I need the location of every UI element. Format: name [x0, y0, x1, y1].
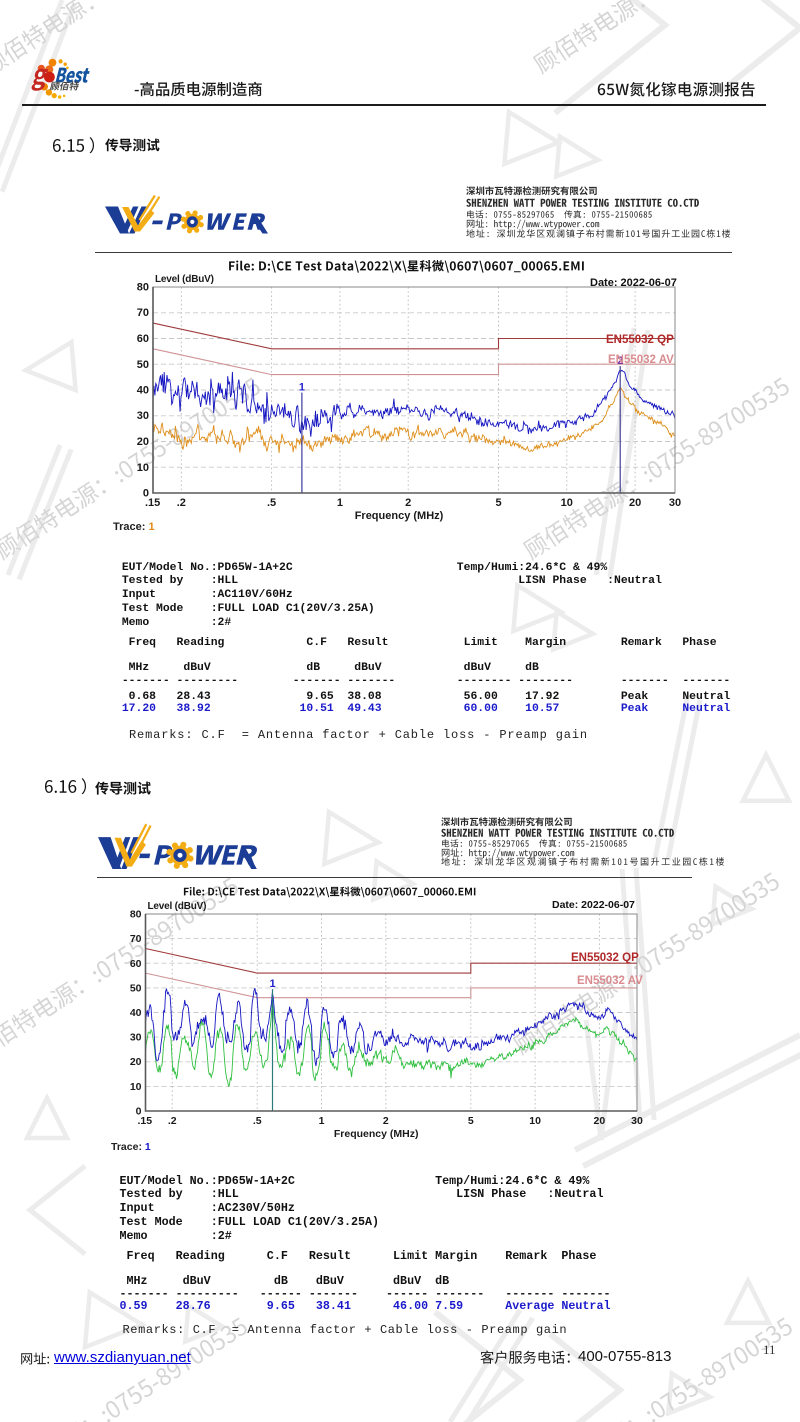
svg-text:5: 5 [495, 497, 501, 509]
svg-text:50: 50 [137, 359, 149, 371]
svg-text:30: 30 [669, 497, 681, 509]
svg-text:1: 1 [337, 497, 343, 509]
svg-text:EN55032 AV: EN55032 AV [577, 975, 643, 987]
svg-text:80: 80 [130, 909, 142, 921]
svg-text:2: 2 [405, 497, 411, 509]
svg-text:.15: .15 [138, 1115, 153, 1127]
svg-text:5: 5 [468, 1115, 474, 1127]
svg-text:Frequency (MHz): Frequency (MHz) [355, 510, 444, 522]
svg-text:Level (dBuV): Level (dBuV) [155, 274, 214, 285]
svg-text:10: 10 [529, 1115, 541, 1127]
svg-text:.2: .2 [177, 497, 186, 509]
svg-text:.2: .2 [168, 1115, 177, 1127]
svg-text:30: 30 [130, 1032, 142, 1044]
svg-text:2: 2 [617, 355, 623, 367]
svg-text:20: 20 [594, 1115, 606, 1127]
svg-text:Level (dBuV): Level (dBuV) [148, 901, 207, 912]
svg-text:60: 60 [130, 958, 142, 970]
svg-text:10: 10 [561, 497, 573, 509]
svg-text:.5: .5 [253, 1115, 262, 1127]
svg-text:.5: .5 [267, 497, 276, 509]
svg-text:70: 70 [137, 307, 149, 319]
svg-text:1: 1 [270, 978, 276, 990]
svg-text:0: 0 [136, 1106, 142, 1118]
svg-text:80: 80 [137, 282, 149, 294]
svg-text:30: 30 [631, 1115, 643, 1127]
svg-text:.15: .15 [145, 497, 160, 509]
svg-text:50: 50 [130, 982, 142, 994]
svg-text:40: 40 [130, 1007, 142, 1019]
svg-text:60: 60 [137, 333, 149, 345]
svg-text:1: 1 [319, 1115, 325, 1127]
svg-text:70: 70 [130, 933, 142, 945]
svg-text:10: 10 [130, 1081, 142, 1093]
svg-text:20: 20 [629, 497, 641, 509]
svg-text:40: 40 [137, 385, 149, 397]
svg-text:EN55032 AV: EN55032 AV [608, 354, 674, 366]
svg-text:20: 20 [130, 1056, 142, 1068]
svg-text:30: 30 [137, 410, 149, 422]
svg-text:0: 0 [143, 488, 149, 500]
svg-text:Frequency (MHz): Frequency (MHz) [334, 1128, 419, 1140]
svg-text:1: 1 [299, 382, 305, 394]
svg-text:20: 20 [137, 436, 149, 448]
svg-text:EN55032 QP: EN55032 QP [571, 952, 639, 964]
svg-text:10: 10 [137, 462, 149, 474]
svg-text:EN55032 QP: EN55032 QP [606, 334, 674, 346]
svg-text:2: 2 [383, 1115, 389, 1127]
